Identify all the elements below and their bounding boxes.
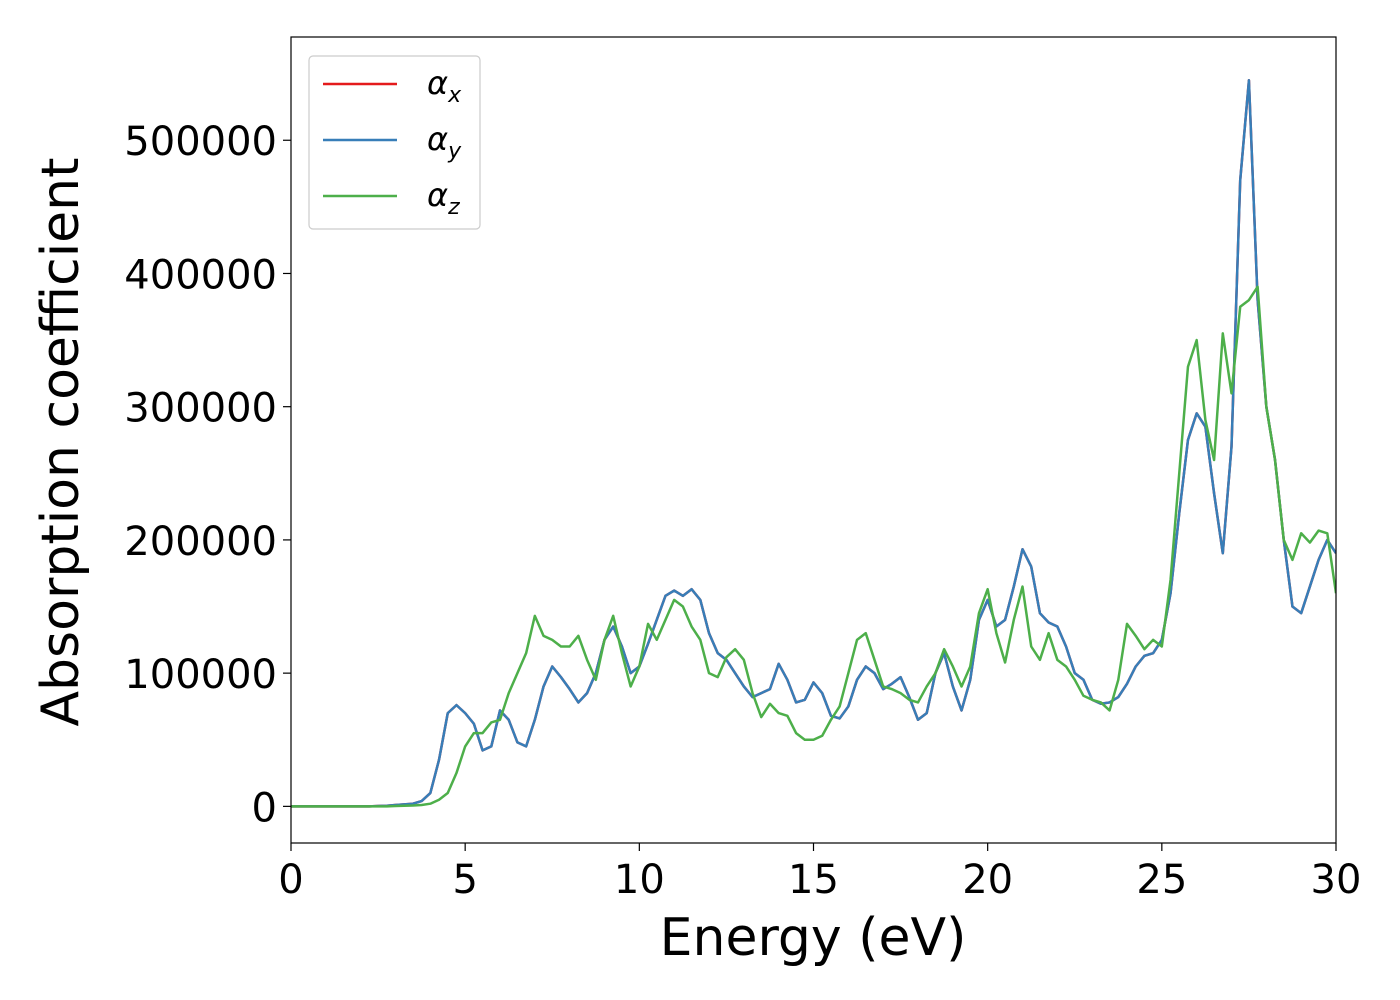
plot-lines <box>291 79 1336 808</box>
y-tick-label: 300000 <box>124 386 277 432</box>
plot-frame <box>290 36 1337 844</box>
x-axis-label: Energy (eV) <box>660 908 967 968</box>
y-axis-label: Absorption coefficient <box>31 157 91 726</box>
x-tick-label: 5 <box>452 857 477 903</box>
x-tick-label: 15 <box>788 857 839 903</box>
x-tick-label: 30 <box>1311 857 1362 903</box>
legend-box <box>308 55 481 230</box>
legend-label: αx <box>427 64 462 108</box>
x-tick-label: 20 <box>962 857 1013 903</box>
y-tick-label: 100000 <box>124 652 277 698</box>
x-tick-label: 0 <box>278 857 303 903</box>
series-line <box>291 285 1336 808</box>
y-tick-label: 400000 <box>124 252 277 298</box>
legend: αx αy αz <box>308 55 481 230</box>
x-tick-label: 10 <box>614 857 665 903</box>
legend-label: αy <box>427 120 462 164</box>
x-tick-label: 25 <box>1136 857 1187 903</box>
legend-label: αz <box>427 176 460 220</box>
y-tick-label: 500000 <box>124 119 277 165</box>
y-tick-label: 200000 <box>124 519 277 565</box>
y-tick-label: 0 <box>252 785 277 831</box>
